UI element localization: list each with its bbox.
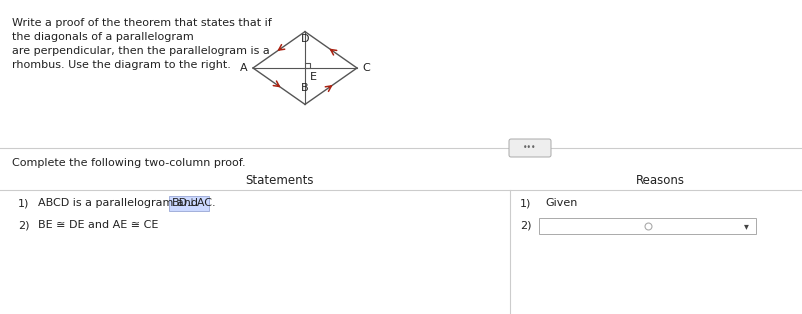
- Text: Statements: Statements: [245, 174, 314, 187]
- Text: A: A: [241, 63, 248, 73]
- Text: D: D: [301, 34, 310, 44]
- Text: 1): 1): [18, 198, 30, 208]
- Text: E: E: [310, 72, 317, 82]
- Text: rhombus. Use the diagram to the right.: rhombus. Use the diagram to the right.: [12, 60, 231, 70]
- Text: Write a proof of the theorem that states that if: Write a proof of the theorem that states…: [12, 18, 272, 28]
- Text: are perpendicular, then the parallelogram is a: are perpendicular, then the parallelogra…: [12, 46, 269, 56]
- Text: 2): 2): [18, 220, 30, 230]
- Text: Given: Given: [545, 198, 577, 208]
- Text: 2): 2): [520, 220, 532, 230]
- Text: Reasons: Reasons: [635, 174, 684, 187]
- Text: BE ≅ DE and AE ≅ CE: BE ≅ DE and AE ≅ CE: [38, 220, 158, 230]
- Text: •••: •••: [523, 143, 537, 153]
- Text: 1): 1): [520, 198, 532, 208]
- Text: Complete the following two-column proof.: Complete the following two-column proof.: [12, 158, 245, 168]
- Text: the diagonals of a parallelogram: the diagonals of a parallelogram: [12, 32, 194, 42]
- FancyBboxPatch shape: [539, 218, 756, 234]
- Text: B: B: [302, 84, 309, 93]
- FancyBboxPatch shape: [168, 196, 209, 211]
- Text: ▾: ▾: [744, 221, 749, 231]
- Text: ABCD is a parallelogram and: ABCD is a parallelogram and: [38, 198, 201, 208]
- Text: BD⊥AC.: BD⊥AC.: [172, 198, 217, 208]
- FancyBboxPatch shape: [509, 139, 551, 157]
- Text: C: C: [362, 63, 370, 73]
